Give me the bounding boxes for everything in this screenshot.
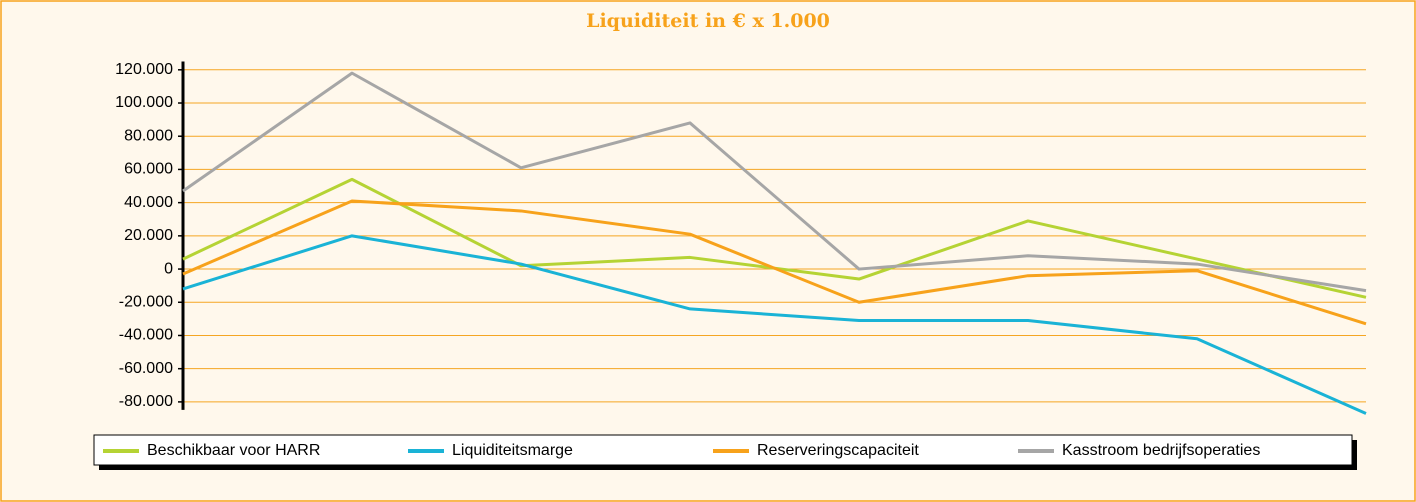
y-tick-label: 40.000: [124, 194, 173, 211]
y-tick-label: -60.000: [119, 360, 173, 377]
y-tick-label: 120.000: [115, 61, 173, 78]
y-tick-label: 60.000: [124, 161, 173, 178]
legend-label: Kasstroom bedrijfsoperaties: [1062, 442, 1260, 459]
legend-label: Liquiditeitsmarge: [452, 442, 573, 459]
series-line: [182, 199, 1367, 326]
y-tick-label: -80.000: [119, 393, 173, 410]
chart-title: Liquiditeit in € x 1.000: [586, 10, 830, 32]
y-tick-label: -20.000: [119, 293, 173, 310]
y-tick-label: 80.000: [124, 127, 173, 144]
y-tick-label: -40.000: [119, 327, 173, 344]
legend-label: Reserveringscapaciteit: [757, 442, 919, 459]
series-line: [182, 71, 1367, 293]
y-tick-label: 0: [164, 260, 173, 277]
series-line: [182, 234, 1367, 415]
y-tick-label: 100.000: [115, 94, 173, 111]
y-tick-label: 20.000: [124, 227, 173, 244]
legend-label: Beschikbaar voor HARR: [147, 442, 320, 459]
